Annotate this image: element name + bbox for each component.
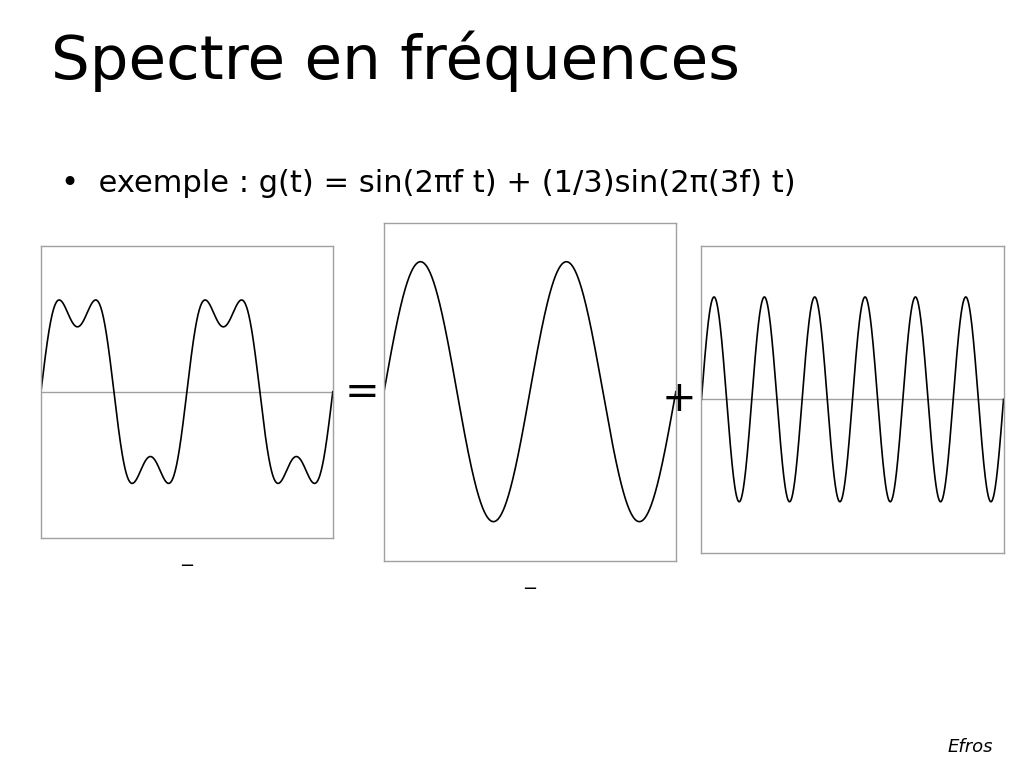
Text: −: −	[179, 557, 195, 574]
Text: Efros: Efros	[948, 739, 993, 756]
Text: =: =	[344, 371, 379, 412]
Text: +: +	[662, 379, 696, 420]
Text: Spectre en fréquences: Spectre en fréquences	[51, 31, 740, 92]
Text: •  exemple : g(t) = sin(2πf t) + (1/3)sin(2π(3f) t): • exemple : g(t) = sin(2πf t) + (1/3)sin…	[61, 169, 796, 198]
Text: −: −	[522, 580, 538, 598]
